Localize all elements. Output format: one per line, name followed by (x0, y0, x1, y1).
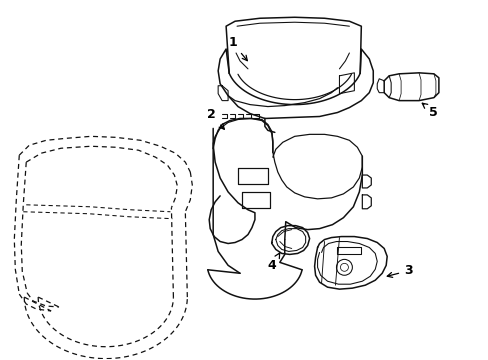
Text: 1: 1 (227, 36, 247, 61)
Text: 3: 3 (386, 264, 412, 278)
Text: 4: 4 (267, 253, 279, 272)
Text: 5: 5 (422, 103, 437, 118)
Text: 2: 2 (207, 108, 224, 129)
